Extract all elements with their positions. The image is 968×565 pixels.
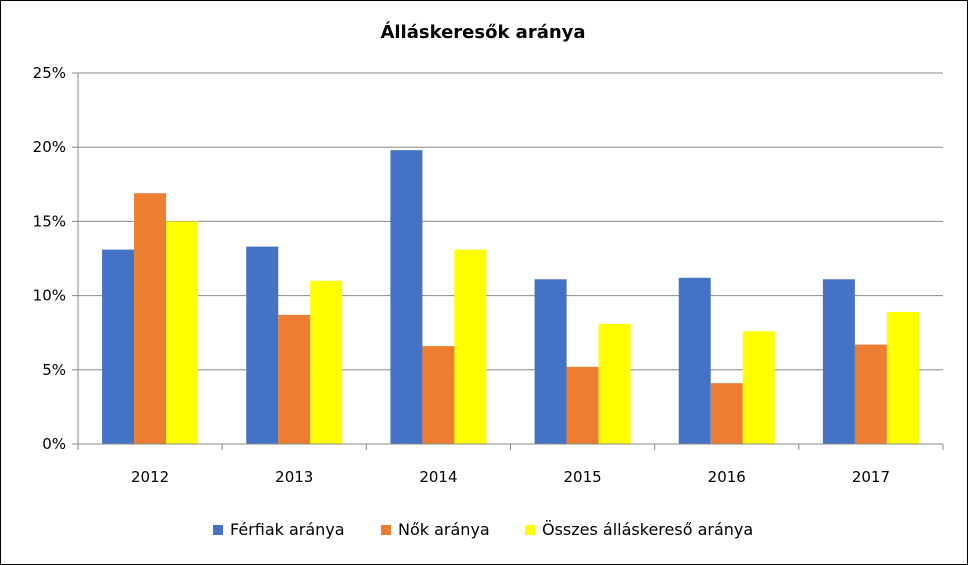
legend-label: Nők aránya bbox=[398, 520, 490, 539]
gridlines bbox=[78, 72, 943, 445]
x-tick-label: 2014 bbox=[419, 468, 457, 486]
bar bbox=[598, 323, 631, 444]
y-tick-label: 25% bbox=[33, 64, 66, 82]
y-tick-label: 5% bbox=[42, 361, 66, 379]
bar bbox=[534, 279, 567, 444]
y-tick-label: 20% bbox=[33, 138, 66, 156]
bar bbox=[390, 150, 423, 444]
bar bbox=[854, 344, 887, 444]
x-axis: 2012 2013 2014 2015 2016 2017 bbox=[77, 443, 944, 486]
bar bbox=[822, 279, 855, 444]
x-tick-label: 2015 bbox=[563, 468, 601, 486]
x-tick-label: 2017 bbox=[852, 468, 890, 486]
y-tick-label: 15% bbox=[33, 212, 66, 230]
bars bbox=[102, 150, 919, 444]
y-tick-label: 10% bbox=[33, 287, 66, 305]
legend-swatch bbox=[525, 525, 535, 535]
x-tick-label: 2012 bbox=[131, 468, 169, 486]
x-tick-label: 2013 bbox=[275, 468, 313, 486]
y-axis: 0% 5% 10% 15% 20% 25% bbox=[33, 64, 79, 453]
bar bbox=[310, 280, 343, 444]
bar bbox=[454, 249, 487, 444]
legend-label: Férfiak aránya bbox=[230, 520, 345, 539]
legend-label: Összes álláskereső aránya bbox=[542, 520, 753, 539]
bar bbox=[134, 193, 167, 444]
y-tick-label: 0% bbox=[42, 435, 66, 453]
bar bbox=[246, 246, 279, 444]
bar bbox=[166, 221, 199, 444]
chart-title: Álláskeresők aránya bbox=[380, 21, 585, 43]
bar bbox=[678, 277, 711, 444]
bar bbox=[422, 346, 455, 444]
x-tick-label: 2016 bbox=[708, 468, 746, 486]
legend-swatch bbox=[213, 525, 223, 535]
bar bbox=[566, 366, 599, 444]
bar bbox=[742, 331, 775, 444]
bar bbox=[710, 383, 743, 444]
bar bbox=[886, 311, 919, 444]
bar bbox=[102, 249, 135, 444]
legend-swatch bbox=[381, 525, 391, 535]
legend: Férfiak aránya Nők aránya Összes álláskere… bbox=[213, 520, 753, 539]
bar bbox=[278, 314, 311, 444]
